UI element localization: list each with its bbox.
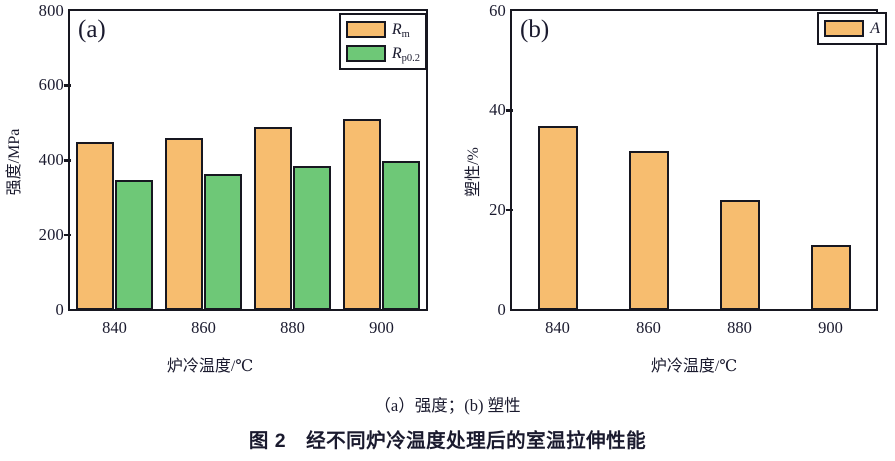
bar-A-880: [719, 200, 760, 310]
chart-panel-b: (b) 0 20 40 60 塑性/% 炉冷温度/℃ A 840 860 880 900: [448, 0, 895, 380]
y-tick-label: 0: [55, 299, 64, 319]
y-axis-title-b: 塑性/%: [465, 147, 482, 197]
x-tick-label: 860: [636, 318, 661, 337]
y-tick-label: 400: [38, 150, 64, 169]
bar-Rm-880: [254, 126, 292, 310]
bar-Rp0.2-840: [115, 179, 153, 310]
bar-Rm-900: [343, 119, 381, 310]
legend-item: A: [824, 18, 880, 39]
y-tick-label: 800: [38, 0, 64, 20]
bar-Rp0.2-880: [293, 166, 331, 310]
y-tick-label: 200: [38, 224, 64, 244]
bar-A-840: [537, 125, 578, 310]
bar-Rp0.2-900: [382, 160, 420, 310]
y-axis-a: 0 200 400 600 800: [18, 1, 71, 319]
legend-swatch: [824, 20, 865, 37]
y-tick-mark: [64, 159, 71, 162]
legend-item: Rm: [345, 19, 420, 40]
legend-label: A: [870, 19, 880, 37]
bars-layer-a: [70, 11, 426, 310]
figure-caption: 图 2 经不同炉冷温度处理后的室温拉伸性能: [248, 430, 647, 452]
y-tick-mark: [64, 84, 71, 87]
y-tick-label: 40: [489, 100, 506, 120]
panel-label-b: (b): [520, 16, 550, 43]
legend-label: Rm: [391, 20, 410, 40]
y-tick-mark: [506, 208, 513, 212]
legend-b: A: [817, 12, 887, 45]
x-tick-label: 860: [191, 318, 216, 337]
y-tick-label: 600: [38, 75, 64, 95]
y-tick-label: 60: [489, 0, 506, 20]
y-tick-label: 0: [497, 299, 506, 319]
bar-Rm-840: [76, 141, 114, 310]
legend-item: Rp0.2: [345, 43, 420, 64]
x-axis-title-b: 炉冷温度/℃: [650, 358, 738, 375]
bar-Rm-860: [165, 138, 203, 310]
legend-a: Rm Rp0.2: [338, 13, 427, 70]
bars-layer-b: [512, 11, 876, 310]
y-tick-mark: [64, 233, 71, 237]
x-tick-label: 840: [102, 318, 127, 337]
bar-A-900: [810, 245, 851, 310]
y-axis-b: 0 20 40 60: [460, 1, 513, 319]
x-tick-label: 840: [545, 318, 570, 337]
x-tick-label: 880: [727, 318, 752, 337]
chart-panel-a: (a) 0 200 400 600 800 强度/MPa 炉冷温度/℃ Rm Rp0.2 …: [0, 0, 447, 380]
y-tick-mark: [506, 109, 513, 112]
x-axis-title-a: 炉冷温度/℃: [166, 358, 254, 375]
panel-label-a: (a): [78, 16, 106, 43]
x-tick-label: 900: [818, 318, 843, 337]
legend-swatch: [345, 45, 386, 62]
legend-label: Rp0.2: [391, 44, 420, 64]
y-tick-label: 20: [489, 199, 506, 219]
x-tick-label: 900: [369, 318, 394, 337]
legend-swatch: [345, 21, 386, 38]
figure-subcaption: （a）强度；(b) 塑性: [374, 396, 521, 415]
bar-A-860: [628, 150, 669, 310]
bar-Rp0.2-860: [204, 173, 242, 310]
x-tick-label: 880: [280, 318, 305, 337]
y-axis-title-a: 强度/MPa: [6, 128, 23, 196]
